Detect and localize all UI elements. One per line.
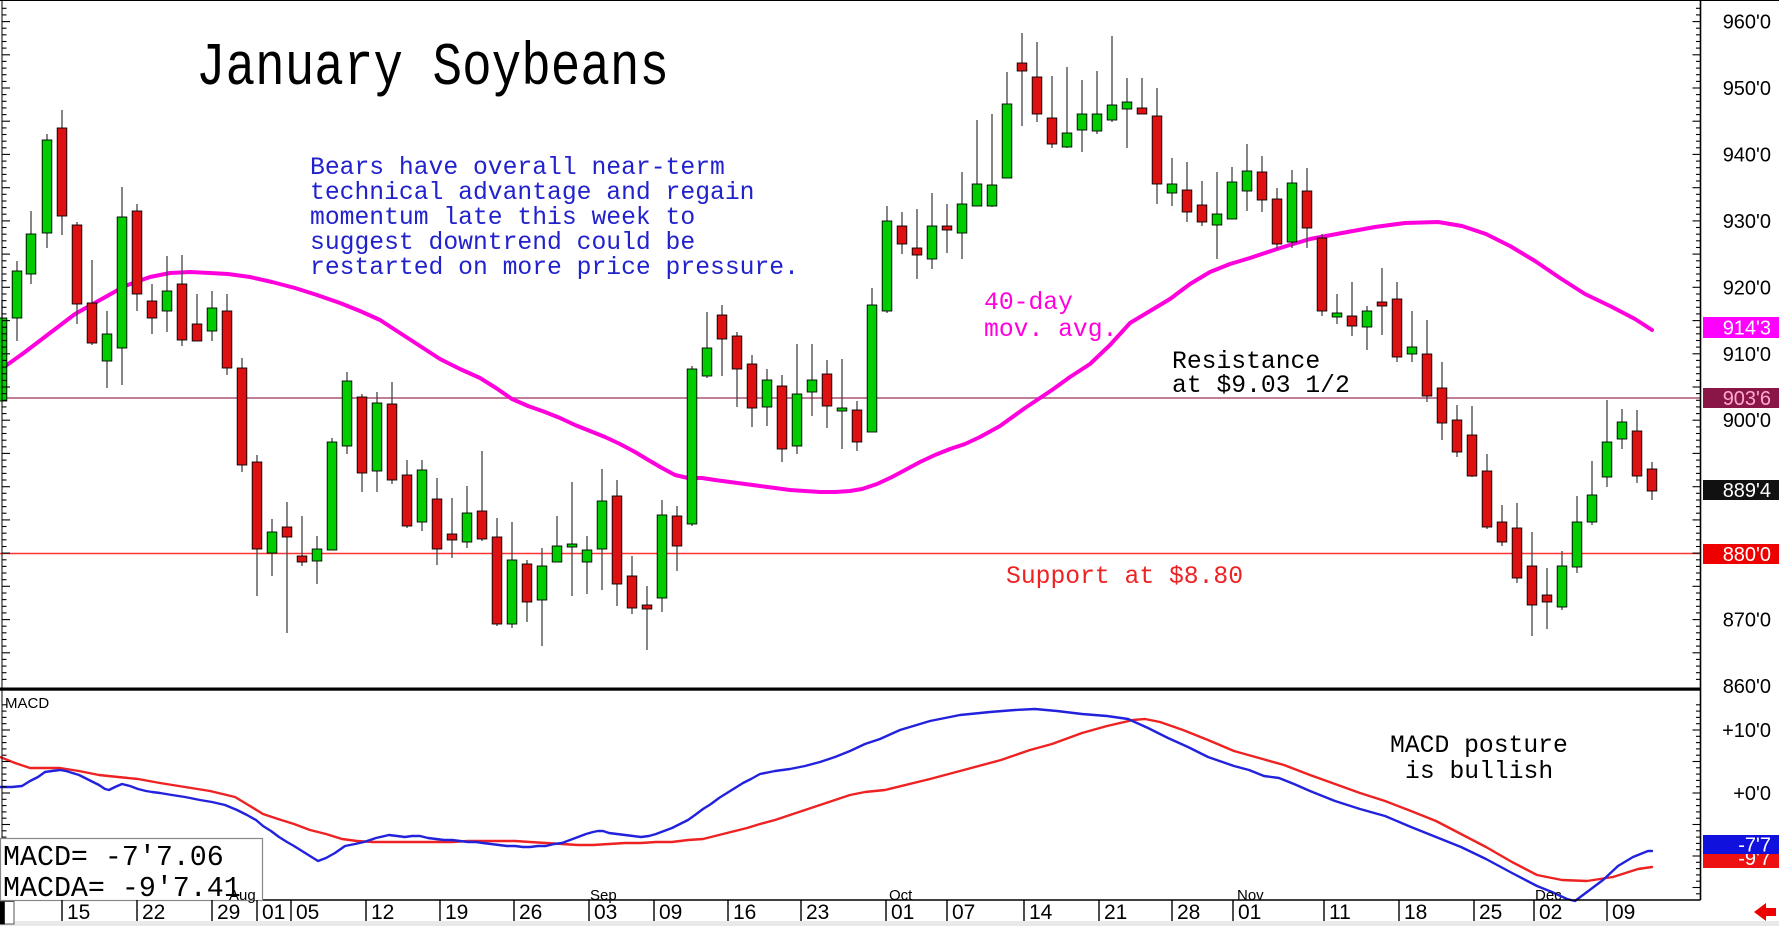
svg-text:07: 07 [952,901,975,924]
svg-text:889'4: 889'4 [1723,480,1771,502]
svg-text:19: 19 [445,901,468,924]
svg-text:12: 12 [371,901,394,924]
svg-text:at $9.03 1/2: at $9.03 1/2 [1172,372,1350,400]
svg-text:11: 11 [1329,901,1351,924]
svg-text:960'0: 960'0 [1723,12,1771,34]
svg-text:05: 05 [296,901,319,924]
svg-text:940'0: 940'0 [1723,144,1771,166]
svg-text:Oct: Oct [889,887,913,904]
svg-text:21: 21 [1104,901,1127,924]
svg-text:January Soybeans: January Soybeans [196,35,669,103]
svg-text:09: 09 [659,901,682,924]
svg-text:23: 23 [806,901,829,924]
svg-text:technical advantage and regain: technical advantage and regain [310,179,754,207]
svg-text:is bullish: is bullish [1405,758,1553,786]
svg-text:903'6: 903'6 [1723,388,1771,410]
svg-text:Nov: Nov [1237,887,1264,904]
svg-text:920'0: 920'0 [1723,277,1771,299]
svg-text:910'0: 910'0 [1723,344,1771,366]
svg-text:MACD= -7'7.06: MACD= -7'7.06 [3,842,224,874]
svg-text:mov. avg.: mov. avg. [984,316,1117,344]
svg-text:40-day: 40-day [984,289,1073,317]
svg-text:18: 18 [1404,901,1427,924]
svg-text:Bears have overall near-term: Bears have overall near-term [310,154,725,182]
svg-text:+0'0: +0'0 [1733,783,1771,805]
svg-text:MACD: MACD [5,695,49,712]
svg-text:930'0: 930'0 [1723,211,1771,233]
svg-text:22: 22 [142,901,165,924]
svg-text:14: 14 [1029,901,1053,924]
svg-text:914'3: 914'3 [1723,318,1771,340]
svg-text:860'0: 860'0 [1723,676,1771,698]
svg-text:restarted on more price pressu: restarted on more price pressure. [310,254,799,282]
svg-text:01: 01 [891,901,914,924]
svg-text:03: 03 [594,901,617,924]
svg-text:950'0: 950'0 [1723,78,1771,100]
svg-text:MACDA= -9'7.41: MACDA= -9'7.41 [3,873,241,905]
svg-text:900'0: 900'0 [1723,410,1771,432]
svg-text:momentum late this week to: momentum late this week to [310,204,695,232]
svg-text:880'0: 880'0 [1723,544,1771,566]
svg-text:MACD posture: MACD posture [1390,732,1568,760]
svg-text:01: 01 [1238,901,1261,924]
svg-text:25: 25 [1479,901,1502,924]
svg-text:28: 28 [1177,901,1200,924]
svg-text:Support at $8.80: Support at $8.80 [1006,563,1243,591]
svg-text:Aug: Aug [229,887,256,904]
svg-text:26: 26 [519,901,542,924]
svg-text:09: 09 [1612,901,1635,924]
svg-text:01: 01 [262,901,285,924]
svg-text:Resistance: Resistance [1172,348,1320,376]
svg-text:29: 29 [217,901,240,924]
svg-text:870'0: 870'0 [1723,610,1771,632]
svg-text:Dec: Dec [1535,887,1562,904]
svg-text:-7'7: -7'7 [1738,835,1771,857]
svg-text:suggest downtrend could be: suggest downtrend could be [310,229,695,257]
svg-text:02: 02 [1539,901,1562,924]
svg-text:16: 16 [733,901,756,924]
svg-text:+10'0: +10'0 [1722,720,1771,742]
svg-text:Sep: Sep [590,887,617,904]
svg-text:15: 15 [67,901,90,924]
